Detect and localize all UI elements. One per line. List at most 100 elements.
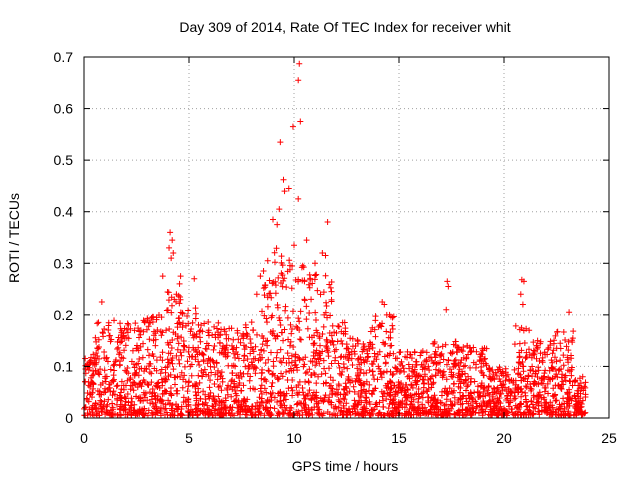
data-point	[120, 382, 127, 389]
data-point	[204, 360, 211, 367]
data-point	[337, 399, 344, 406]
data-point	[364, 358, 371, 365]
data-point	[157, 407, 164, 414]
data-point	[366, 367, 373, 374]
data-point	[183, 403, 190, 410]
data-point	[174, 335, 181, 342]
data-point-outlier	[445, 283, 452, 290]
data-point	[392, 391, 399, 398]
data-point	[328, 332, 335, 339]
data-point	[308, 296, 315, 303]
data-point	[174, 390, 181, 397]
data-point	[326, 281, 333, 288]
data-point	[274, 333, 281, 340]
data-point	[250, 385, 257, 392]
data-point	[95, 355, 102, 362]
data-point	[252, 343, 259, 350]
data-point	[277, 392, 284, 399]
data-point	[438, 352, 445, 359]
data-point	[241, 342, 248, 349]
data-point	[212, 371, 219, 378]
data-point	[490, 385, 497, 392]
data-point	[192, 383, 199, 390]
data-point	[93, 350, 100, 357]
data-point	[243, 330, 250, 337]
data-point	[488, 376, 495, 383]
data-point-outlier	[297, 118, 304, 125]
data-point	[162, 376, 169, 383]
data-point	[169, 402, 176, 409]
data-point-outlier	[296, 60, 303, 67]
data-point	[413, 390, 420, 397]
data-point	[442, 341, 449, 348]
data-point	[522, 375, 529, 382]
data-point-outlier	[173, 291, 180, 298]
data-point	[271, 405, 278, 412]
data-point	[532, 368, 539, 375]
data-point	[379, 320, 386, 327]
data-point	[274, 398, 281, 405]
data-point	[389, 371, 396, 378]
data-point	[141, 368, 148, 375]
data-point	[266, 277, 273, 284]
data-point	[363, 388, 370, 395]
data-point	[329, 337, 336, 344]
data-point	[452, 356, 459, 363]
data-point	[144, 397, 151, 404]
data-point	[283, 284, 290, 291]
data-point	[456, 408, 463, 415]
data-point	[154, 383, 161, 390]
data-point	[561, 374, 568, 381]
data-point	[366, 412, 373, 419]
data-point	[279, 373, 286, 380]
data-point	[346, 388, 353, 395]
data-point	[177, 411, 184, 418]
data-point	[231, 398, 238, 405]
data-point	[377, 371, 384, 378]
data-point	[324, 314, 331, 321]
data-point-outlier	[281, 188, 288, 195]
data-point	[117, 339, 124, 346]
data-point	[467, 402, 474, 409]
data-point	[345, 377, 352, 384]
data-point	[486, 368, 493, 375]
data-point	[317, 395, 324, 402]
data-point	[565, 347, 572, 354]
data-point	[130, 387, 137, 394]
data-point	[326, 365, 333, 372]
data-point	[105, 319, 112, 326]
data-point	[516, 340, 523, 347]
data-point	[193, 381, 200, 388]
data-point	[270, 328, 277, 335]
data-point	[371, 376, 378, 383]
data-point	[208, 409, 215, 416]
data-point	[132, 320, 139, 327]
data-point	[522, 355, 529, 362]
data-point	[455, 396, 462, 403]
data-point	[263, 389, 270, 396]
data-point	[389, 322, 396, 329]
data-point	[313, 358, 320, 365]
data-point	[288, 359, 295, 366]
data-point	[115, 344, 122, 351]
data-point	[167, 384, 174, 391]
data-point	[209, 331, 216, 338]
data-point	[265, 356, 272, 363]
data-point	[408, 367, 415, 374]
data-point	[258, 398, 265, 405]
data-point	[95, 336, 102, 343]
data-point	[175, 315, 182, 322]
data-point	[146, 389, 153, 396]
data-point	[352, 410, 359, 417]
data-point	[103, 355, 110, 362]
data-point	[90, 371, 97, 378]
data-point	[158, 314, 165, 321]
data-point	[343, 385, 350, 392]
data-point-outlier	[444, 278, 451, 285]
data-point	[256, 394, 263, 401]
data-point	[218, 405, 225, 412]
data-point	[247, 340, 254, 347]
data-point	[474, 383, 481, 390]
y-tick-label: 0.7	[54, 49, 74, 65]
data-point	[547, 399, 554, 406]
